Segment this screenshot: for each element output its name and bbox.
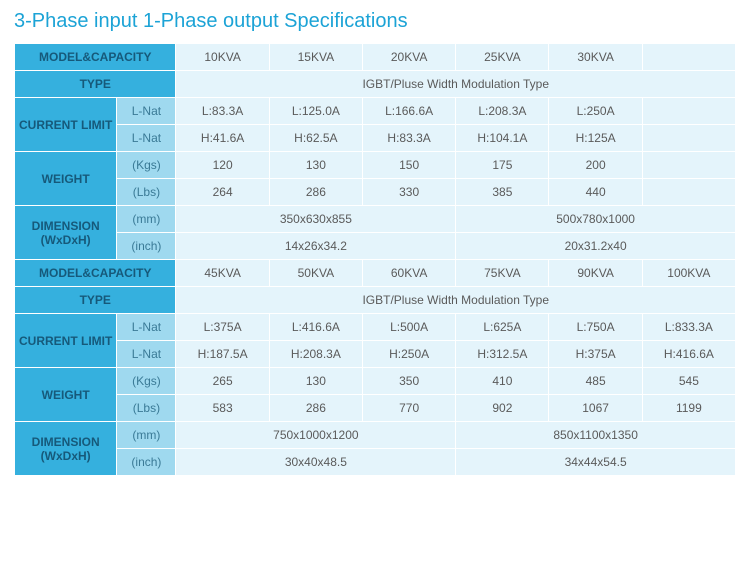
lbs-cell: 286 [269,395,362,422]
lnat-l-cell: L:833.3A [642,314,735,341]
hdr-dimension: DIMENSION (WxDxH) [15,422,117,476]
lnat-l-cell: L:208.3A [456,98,549,125]
model-cell: 30KVA [549,44,642,71]
model-cell: 45KVA [176,260,269,287]
lnat-l-cell [642,98,735,125]
hdr-weight: WEIGHT [15,152,117,206]
lnat-l-cell: L:750A [549,314,642,341]
kgs-cell: 545 [642,368,735,395]
kgs-cell: 410 [456,368,549,395]
sub-lnat: L-Nat [117,314,176,341]
kgs-cell: 150 [362,152,455,179]
lbs-cell [642,179,735,206]
sub-inch: (inch) [117,449,176,476]
lnat-l-cell: L:250A [549,98,642,125]
lnat-h-cell: H:83.3A [362,125,455,152]
lnat-l-cell: L:83.3A [176,98,269,125]
model-cell: 100KVA [642,260,735,287]
dim-mm-cell: 500x780x1000 [456,206,736,233]
hdr-weight: WEIGHT [15,368,117,422]
model-cell: 50KVA [269,260,362,287]
sub-lnat: L-Nat [117,341,176,368]
dim-inch-cell: 14x26x34.2 [176,233,456,260]
sub-kgs: (Kgs) [117,368,176,395]
kgs-cell: 130 [269,368,362,395]
model-cell: 60KVA [362,260,455,287]
lnat-h-cell: H:250A [362,341,455,368]
lnat-h-cell: H:208.3A [269,341,362,368]
sub-lbs: (Lbs) [117,395,176,422]
lnat-h-cell: H:375A [549,341,642,368]
lnat-l-cell: L:500A [362,314,455,341]
kgs-cell: 200 [549,152,642,179]
lnat-h-cell: H:104.1A [456,125,549,152]
kgs-cell [642,152,735,179]
lnat-h-cell: H:125A [549,125,642,152]
lbs-cell: 1067 [549,395,642,422]
kgs-cell: 120 [176,152,269,179]
hdr-model: MODEL&CAPACITY [15,260,176,287]
kgs-cell: 350 [362,368,455,395]
kgs-cell: 130 [269,152,362,179]
sub-mm: (mm) [117,422,176,449]
lbs-cell: 385 [456,179,549,206]
dim-inch-cell: 30x40x48.5 [176,449,456,476]
sub-mm: (mm) [117,206,176,233]
hdr-model: MODEL&CAPACITY [15,44,176,71]
type-value: IGBT/Pluse Width Modulation Type [176,71,736,98]
hdr-dimension: DIMENSION (WxDxH) [15,206,117,260]
lnat-h-cell: H:187.5A [176,341,269,368]
model-cell [642,44,735,71]
lnat-l-cell: L:166.6A [362,98,455,125]
sub-lnat: L-Nat [117,125,176,152]
spec-table: MODEL&CAPACITY 10KVA 15KVA 20KVA 25KVA 3… [14,43,736,476]
dim-mm-cell: 850x1100x1350 [456,422,736,449]
hdr-current: CURRENT LIMIT [15,314,117,368]
lnat-l-cell: L:125.0A [269,98,362,125]
type-value: IGBT/Pluse Width Modulation Type [176,287,736,314]
lnat-h-cell: H:312.5A [456,341,549,368]
lnat-h-cell: H:62.5A [269,125,362,152]
model-cell: 10KVA [176,44,269,71]
lnat-l-cell: L:416.6A [269,314,362,341]
lnat-l-cell: L:625A [456,314,549,341]
model-cell: 90KVA [549,260,642,287]
hdr-current: CURRENT LIMIT [15,98,117,152]
model-cell: 75KVA [456,260,549,287]
model-cell: 15KVA [269,44,362,71]
lbs-cell: 1199 [642,395,735,422]
sub-inch: (inch) [117,233,176,260]
dim-mm-cell: 750x1000x1200 [176,422,456,449]
sub-kgs: (Kgs) [117,152,176,179]
hdr-type: TYPE [15,71,176,98]
lbs-cell: 770 [362,395,455,422]
dim-inch-cell: 34x44x54.5 [456,449,736,476]
kgs-cell: 265 [176,368,269,395]
lbs-cell: 330 [362,179,455,206]
dim-inch-cell: 20x31.2x40 [456,233,736,260]
lbs-cell: 286 [269,179,362,206]
dim-mm-cell: 350x630x855 [176,206,456,233]
lnat-h-cell [642,125,735,152]
lnat-l-cell: L:375A [176,314,269,341]
lnat-h-cell: H:416.6A [642,341,735,368]
hdr-type: TYPE [15,287,176,314]
sub-lnat: L-Nat [117,98,176,125]
model-cell: 20KVA [362,44,455,71]
page-title: 3-Phase input 1-Phase output Specificati… [14,10,736,33]
kgs-cell: 485 [549,368,642,395]
lbs-cell: 583 [176,395,269,422]
model-cell: 25KVA [456,44,549,71]
lbs-cell: 902 [456,395,549,422]
lnat-h-cell: H:41.6A [176,125,269,152]
kgs-cell: 175 [456,152,549,179]
lbs-cell: 264 [176,179,269,206]
lbs-cell: 440 [549,179,642,206]
sub-lbs: (Lbs) [117,179,176,206]
